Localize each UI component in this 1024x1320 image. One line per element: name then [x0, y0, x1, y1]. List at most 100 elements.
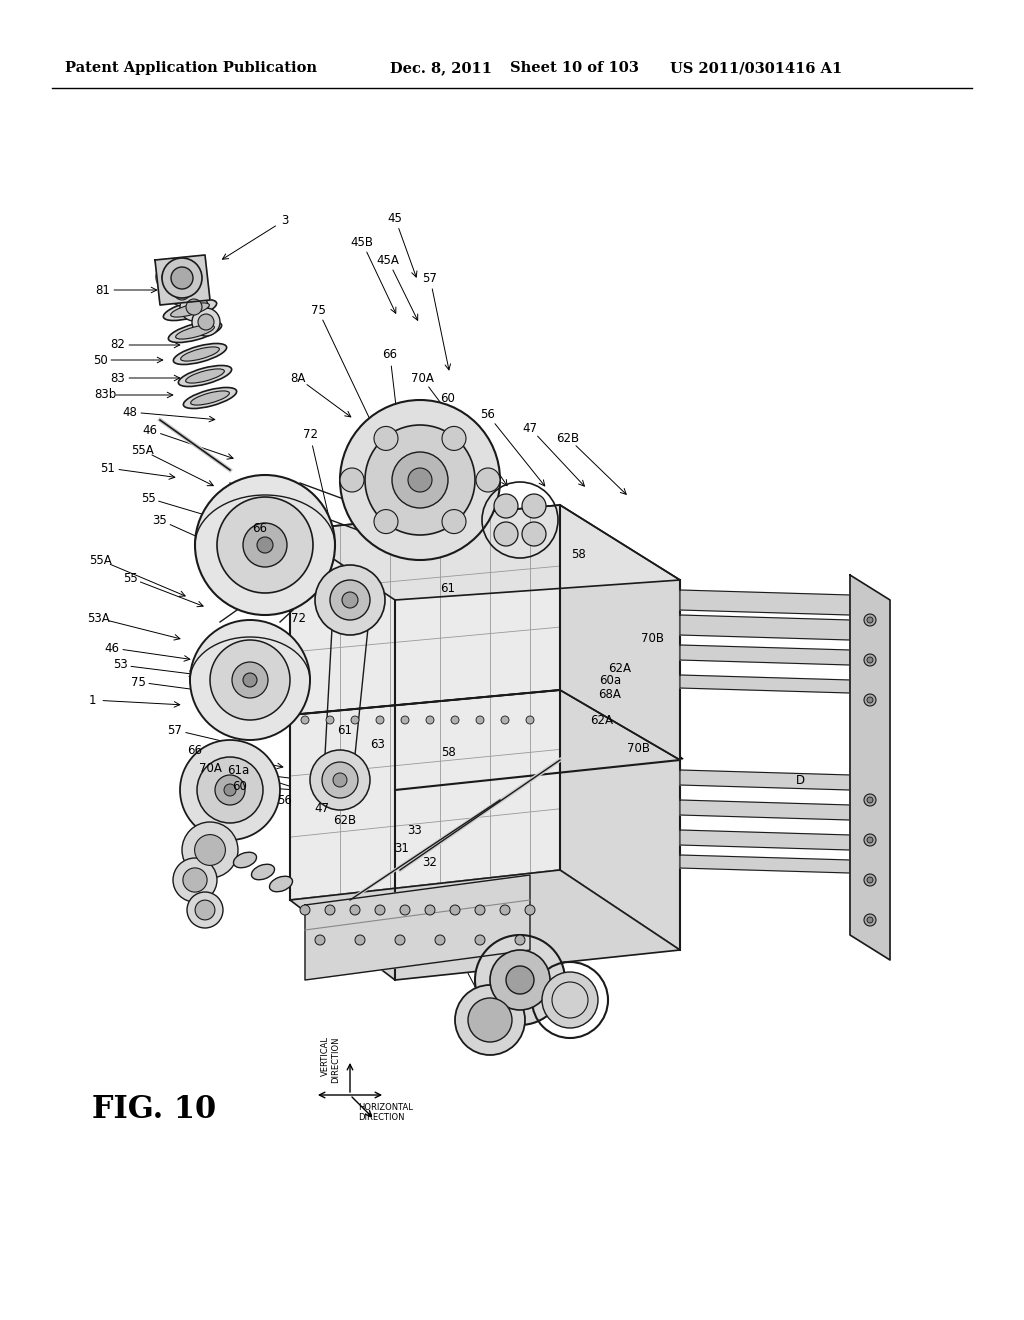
Circle shape: [476, 469, 500, 492]
Circle shape: [490, 950, 550, 1010]
Circle shape: [526, 715, 534, 723]
Text: 55A: 55A: [89, 553, 112, 566]
Circle shape: [867, 917, 873, 923]
Text: 57: 57: [168, 723, 182, 737]
Circle shape: [375, 906, 385, 915]
Circle shape: [374, 510, 398, 533]
Circle shape: [515, 935, 525, 945]
Text: 45B: 45B: [350, 235, 374, 248]
Text: 47: 47: [522, 421, 538, 434]
Polygon shape: [680, 615, 850, 640]
Circle shape: [525, 906, 535, 915]
Text: 70A: 70A: [199, 762, 221, 775]
Polygon shape: [290, 870, 680, 979]
Text: 60: 60: [440, 392, 456, 404]
Text: 66: 66: [187, 743, 203, 756]
Text: 47: 47: [314, 801, 330, 814]
Text: 68A: 68A: [599, 689, 622, 701]
Circle shape: [182, 822, 238, 878]
Polygon shape: [290, 506, 560, 715]
Text: 72: 72: [302, 429, 317, 441]
Text: 31: 31: [394, 842, 410, 854]
Circle shape: [864, 874, 876, 886]
Circle shape: [442, 426, 466, 450]
Text: VERTICAL
DIRECTION: VERTICAL DIRECTION: [321, 1036, 340, 1082]
Circle shape: [215, 775, 245, 805]
Circle shape: [501, 715, 509, 723]
Circle shape: [340, 469, 364, 492]
Text: Patent Application Publication: Patent Application Publication: [65, 61, 317, 75]
Text: 66: 66: [383, 348, 397, 362]
Circle shape: [198, 314, 214, 330]
Circle shape: [500, 906, 510, 915]
Polygon shape: [850, 576, 890, 960]
Circle shape: [300, 906, 310, 915]
Circle shape: [322, 762, 358, 799]
Circle shape: [455, 985, 525, 1055]
Circle shape: [542, 972, 598, 1028]
Ellipse shape: [171, 302, 209, 317]
Ellipse shape: [233, 853, 257, 867]
Text: 45: 45: [387, 211, 402, 224]
Circle shape: [435, 935, 445, 945]
Circle shape: [468, 998, 512, 1041]
Circle shape: [180, 293, 208, 321]
Circle shape: [374, 426, 398, 450]
Circle shape: [243, 523, 287, 568]
Circle shape: [326, 715, 334, 723]
Circle shape: [864, 795, 876, 807]
Circle shape: [475, 906, 485, 915]
Circle shape: [351, 715, 359, 723]
Text: 53A: 53A: [87, 611, 110, 624]
Circle shape: [864, 614, 876, 626]
Ellipse shape: [185, 368, 224, 383]
Text: 70A: 70A: [411, 371, 433, 384]
Circle shape: [395, 935, 406, 945]
Ellipse shape: [176, 325, 214, 339]
Ellipse shape: [183, 388, 237, 408]
Text: 81: 81: [95, 284, 111, 297]
Ellipse shape: [180, 347, 219, 362]
Circle shape: [365, 425, 475, 535]
Circle shape: [315, 935, 325, 945]
Circle shape: [340, 400, 500, 560]
Circle shape: [350, 906, 360, 915]
Circle shape: [195, 834, 225, 866]
Text: 62B: 62B: [334, 813, 356, 826]
Text: 62B: 62B: [556, 432, 580, 445]
Text: 58: 58: [440, 746, 456, 759]
Circle shape: [330, 579, 370, 620]
Circle shape: [342, 591, 358, 609]
Polygon shape: [680, 855, 850, 873]
Text: 58: 58: [570, 549, 586, 561]
Text: 75: 75: [131, 676, 145, 689]
Circle shape: [864, 834, 876, 846]
Text: 8A: 8A: [291, 371, 306, 384]
Circle shape: [190, 620, 310, 741]
Circle shape: [451, 715, 459, 723]
Text: 32: 32: [423, 855, 437, 869]
Polygon shape: [680, 675, 850, 693]
Text: 66: 66: [253, 521, 267, 535]
Ellipse shape: [252, 865, 274, 879]
Circle shape: [310, 750, 370, 810]
Circle shape: [401, 715, 409, 723]
Polygon shape: [560, 506, 680, 760]
Text: 63: 63: [371, 738, 385, 751]
Circle shape: [864, 913, 876, 927]
Text: D: D: [796, 774, 805, 787]
Circle shape: [476, 715, 484, 723]
Circle shape: [475, 935, 485, 945]
Circle shape: [522, 494, 546, 517]
Circle shape: [392, 451, 449, 508]
Text: 55: 55: [140, 491, 156, 504]
Circle shape: [171, 267, 193, 289]
Circle shape: [494, 494, 518, 517]
Circle shape: [864, 653, 876, 667]
Circle shape: [210, 640, 290, 719]
Circle shape: [426, 715, 434, 723]
Ellipse shape: [269, 876, 293, 892]
Circle shape: [867, 797, 873, 803]
Circle shape: [400, 906, 410, 915]
Circle shape: [864, 694, 876, 706]
